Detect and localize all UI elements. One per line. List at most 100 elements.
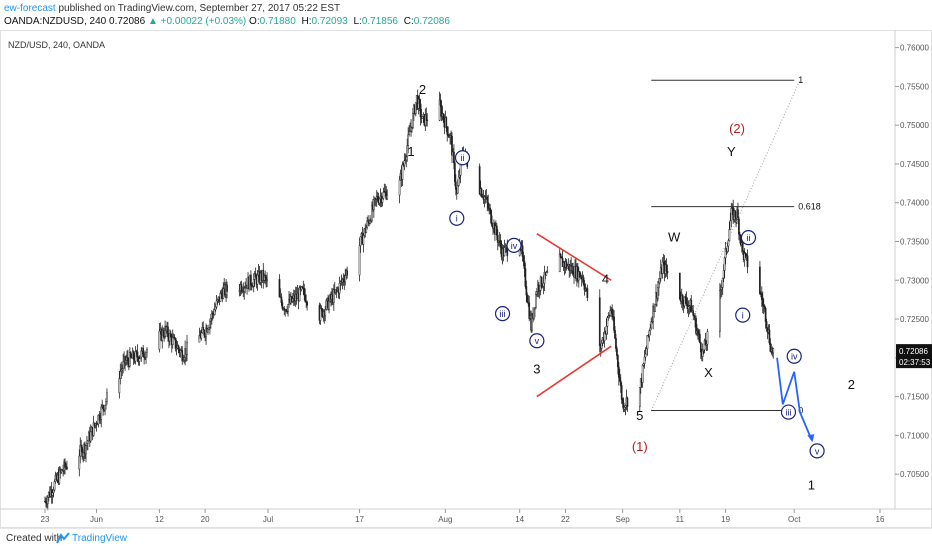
candle-body	[266, 279, 268, 281]
candle-body	[611, 308, 614, 318]
wave-label: 1	[407, 144, 414, 159]
candle-body	[535, 293, 537, 308]
low-value: 0.71856	[361, 16, 398, 27]
candle-body	[92, 422, 95, 436]
candle-body	[650, 321, 653, 329]
candle-body	[128, 352, 131, 367]
axes: 0.705000.710000.715000.720000.725000.730…	[0, 30, 932, 524]
candle-body	[346, 270, 349, 276]
x-tick-label: 20	[201, 515, 210, 524]
candle-body	[618, 377, 621, 382]
candle-body	[616, 348, 618, 356]
current-price-label: 0.72086	[899, 347, 928, 356]
candle-body	[658, 282, 660, 288]
wave-label: 5	[636, 408, 643, 423]
candle-body	[454, 181, 457, 190]
candle-body	[186, 341, 188, 355]
candle-body	[622, 402, 625, 410]
candle-body	[254, 273, 257, 278]
candle-body	[89, 431, 92, 442]
candle-body	[558, 254, 561, 273]
plot-area: 1 0.618 0	[44, 75, 821, 511]
candle-body	[401, 164, 404, 180]
candle-body	[146, 348, 148, 353]
candle-body	[119, 371, 122, 379]
candle-body	[173, 336, 176, 339]
candle-body	[764, 308, 767, 322]
triangle-line	[536, 233, 612, 281]
candle-body	[222, 288, 225, 299]
circled-wave-label: ii	[740, 230, 757, 246]
close-value: 0.72086	[413, 16, 450, 27]
candle-body	[545, 272, 548, 276]
chart-footer: Created with TradingView	[0, 528, 932, 551]
candle-body	[706, 331, 709, 345]
candle-body	[80, 445, 83, 448]
candle-body	[649, 327, 652, 332]
candle-body	[687, 306, 690, 310]
circled-label-text: ii	[461, 153, 465, 163]
x-tick-label: Jun	[90, 515, 103, 524]
candle-body	[678, 272, 681, 300]
candle-body	[325, 300, 328, 310]
candle-body	[566, 265, 569, 269]
circled-label-ring	[809, 443, 825, 459]
author-link[interactable]: ew-forecast	[4, 3, 56, 14]
created-with-label: Created with	[6, 533, 63, 544]
candle-body	[342, 279, 345, 282]
candle-body	[64, 461, 66, 468]
candle-body	[617, 355, 619, 368]
y-tick-label: 0.74500	[900, 160, 929, 169]
candle-body	[181, 350, 184, 362]
candle-body	[681, 295, 684, 304]
candle-body	[214, 306, 217, 310]
candle-body	[127, 357, 129, 362]
candle-body	[47, 497, 49, 504]
candle-body	[638, 387, 641, 407]
candle-body	[213, 309, 216, 315]
candle-body	[582, 277, 585, 285]
candle-body	[365, 227, 368, 234]
candle-body	[734, 210, 736, 218]
candle-body	[619, 380, 622, 386]
symbol-label: OANDA:NZDUSD, 240	[4, 16, 107, 27]
candle-body	[522, 256, 525, 262]
x-tick-label: 14	[515, 515, 524, 524]
candle-body	[45, 501, 47, 504]
chart-frame	[0, 30, 932, 528]
circled-wave-label: i	[449, 210, 465, 226]
candle-body	[692, 310, 695, 316]
circled-label-ring	[740, 230, 757, 246]
candle-body	[620, 385, 623, 400]
candle-body	[727, 240, 730, 247]
candle-body	[252, 279, 255, 287]
candle-body	[183, 357, 186, 361]
candle-body	[738, 218, 740, 235]
candle-body	[623, 407, 626, 410]
candle-body	[480, 188, 483, 197]
candle-body	[603, 331, 606, 341]
close-label: C:	[403, 16, 414, 27]
projection-path	[776, 357, 813, 440]
candle-body	[414, 102, 417, 114]
candle-body	[726, 245, 729, 252]
candle-body	[198, 335, 201, 343]
candle-body	[540, 276, 543, 287]
candle-body	[407, 134, 410, 146]
candle-body	[690, 299, 693, 313]
candle-body	[697, 330, 699, 334]
circled-wave-label: iii	[494, 305, 511, 322]
y-tick-label: 0.76000	[900, 44, 929, 53]
candle-body	[701, 350, 704, 357]
chart-header: ew-forecast published on TradingView.com…	[0, 0, 932, 30]
tradingview-brand-link[interactable]: TradingView	[72, 533, 128, 544]
candle-body	[624, 405, 627, 408]
candle-body	[174, 337, 177, 349]
countdown-label: 02:37:53	[899, 358, 931, 367]
wave-label: 4	[602, 271, 609, 286]
candle-body	[546, 271, 549, 273]
candle-body	[478, 166, 481, 195]
candle-body	[699, 342, 702, 353]
degree-wave-label: (1)	[632, 439, 648, 454]
